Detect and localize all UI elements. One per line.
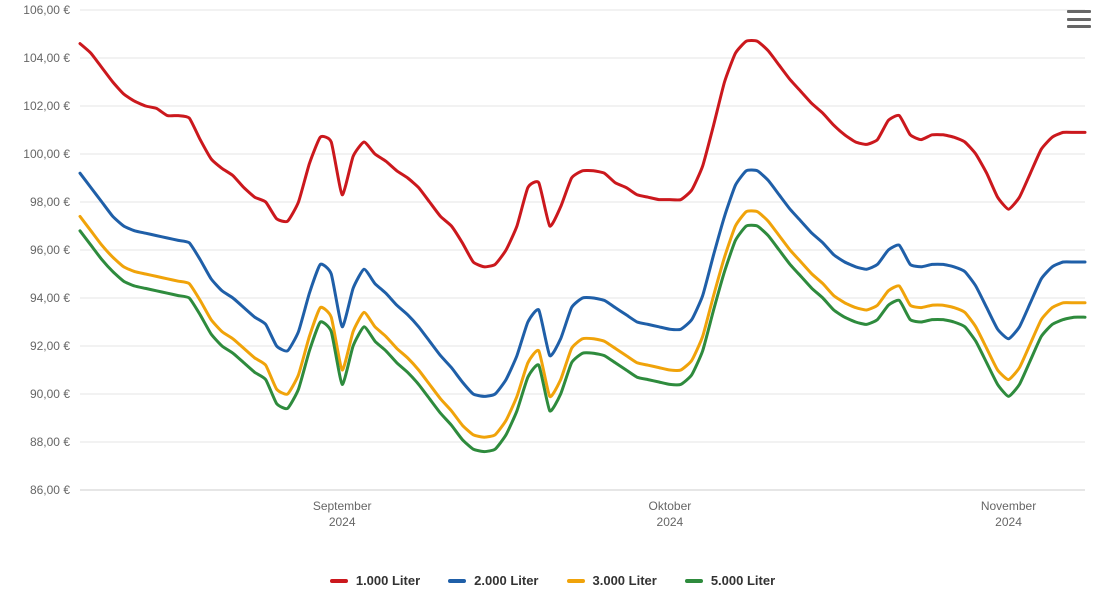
legend-swatch [685, 579, 703, 583]
legend-swatch [330, 579, 348, 583]
legend-label: 5.000 Liter [711, 573, 775, 588]
x-axis-label: 2024 [657, 515, 684, 529]
x-axis-label: 2024 [995, 515, 1022, 529]
x-axis-label: 2024 [329, 515, 356, 529]
y-axis-label: 86,00 € [30, 483, 70, 497]
x-axis-label: November [981, 499, 1036, 513]
chart-legend: 1.000 Liter 2.000 Liter 3.000 Liter 5.000 L… [0, 573, 1105, 588]
legend-item[interactable]: 5.000 Liter [685, 573, 775, 588]
y-axis-label: 100,00 € [23, 147, 70, 161]
legend-item[interactable]: 2.000 Liter [448, 573, 538, 588]
y-axis-label: 90,00 € [30, 387, 70, 401]
y-axis-label: 88,00 € [30, 435, 70, 449]
legend-label: 3.000 Liter [593, 573, 657, 588]
y-axis-label: 102,00 € [23, 99, 70, 113]
legend-item[interactable]: 1.000 Liter [330, 573, 420, 588]
legend-swatch [448, 579, 466, 583]
x-axis-label: September [313, 499, 372, 513]
legend-label: 2.000 Liter [474, 573, 538, 588]
series-line [80, 211, 1085, 437]
legend-swatch [567, 579, 585, 583]
series-line [80, 170, 1085, 396]
y-axis-label: 96,00 € [30, 243, 70, 257]
y-axis-label: 98,00 € [30, 195, 70, 209]
legend-item[interactable]: 3.000 Liter [567, 573, 657, 588]
y-axis-label: 106,00 € [23, 3, 70, 17]
y-axis-label: 94,00 € [30, 291, 70, 305]
chart-menu-icon[interactable] [1067, 8, 1091, 30]
x-axis-label: Oktober [649, 499, 692, 513]
chart-canvas: 86,00 € 88,00 € 90,00 € 92,00 € 94,00 € 96,00… [0, 0, 1105, 602]
y-axis-label: 104,00 € [23, 51, 70, 65]
legend-label: 1.000 Liter [356, 573, 420, 588]
y-axis-label: 92,00 € [30, 339, 70, 353]
price-chart: 86,00 € 88,00 € 90,00 € 92,00 € 94,00 € 96,00… [0, 0, 1105, 602]
